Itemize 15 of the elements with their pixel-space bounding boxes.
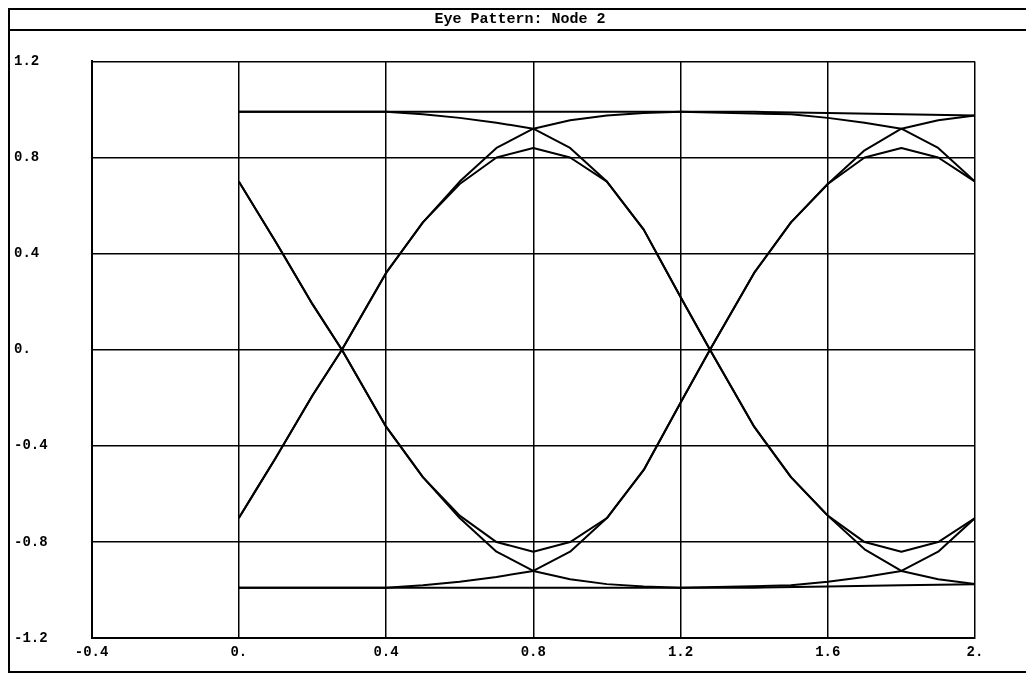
y-tick-label: 0.4 xyxy=(14,245,40,262)
y-tick-label: -1.2 xyxy=(14,629,48,646)
chart-title: Eye Pattern: Node 2 xyxy=(10,10,1026,31)
x-tick-label: 0.4 xyxy=(373,644,399,661)
y-tick-label: -0.8 xyxy=(14,533,48,550)
x-tick-label: 1.2 xyxy=(667,644,694,661)
x-tick-label: 0. xyxy=(230,644,248,661)
x-tick-label: -0.4 xyxy=(74,644,109,661)
x-tick-label: 1.6 xyxy=(815,644,841,661)
y-tick-label: 0.8 xyxy=(14,149,40,166)
y-tick-label: -0.4 xyxy=(14,437,48,454)
x-tick-label: 2. xyxy=(966,644,984,661)
x-tick-label: 0.8 xyxy=(520,644,546,661)
y-tick-label: 1.2 xyxy=(14,52,40,69)
y-tick-label: 0. xyxy=(14,341,31,358)
